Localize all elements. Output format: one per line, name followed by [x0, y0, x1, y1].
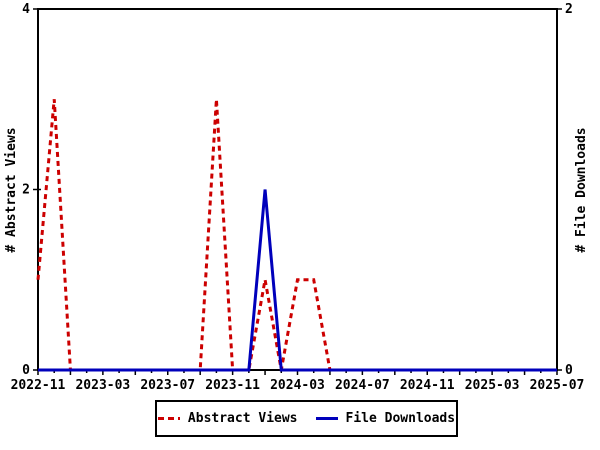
x-tick-label: 2023-07: [140, 378, 195, 393]
x-tick-label: 2024-07: [335, 378, 390, 393]
y-right-tick-label: 0: [565, 363, 573, 378]
abstract-views-line: [36, 99, 557, 372]
file-downloads-solid-line-sample-icon: [315, 417, 338, 420]
y-left-tick-label: 0: [22, 363, 30, 378]
y-right-axis-title: # File Downloads: [574, 127, 589, 252]
legend-label-file-downloads: File Downloads: [345, 411, 456, 426]
x-tick-label: 2024-11: [400, 378, 455, 393]
plot-border: [37, 8, 558, 371]
x-tick-label: 2023-11: [205, 378, 260, 393]
axis-ticks: 2022-11 2023-03 2023-07 2023-11 2024-03 2024-…: [11, 2, 585, 393]
legend: Abstract Views File Downloads: [155, 400, 458, 437]
file-downloads-line: [38, 189, 557, 372]
legend-label-abstract-views: Abstract Views: [187, 411, 298, 426]
y-right-tick-label: 2: [565, 2, 573, 17]
x-tick-label: 2025-03: [465, 378, 520, 393]
abstract-views-dashed-line-sample-icon: [157, 417, 180, 420]
y-left-tick-label: 2: [22, 183, 30, 198]
y-left-axis-title: # Abstract Views: [4, 127, 19, 252]
x-tick-label: 2022-11: [11, 378, 66, 393]
x-tick-label: 2025-07: [530, 378, 585, 393]
x-tick-label: 2024-03: [270, 378, 325, 393]
x-tick-label: 2023-03: [75, 378, 130, 393]
y-left-tick-label: 4: [22, 2, 30, 17]
